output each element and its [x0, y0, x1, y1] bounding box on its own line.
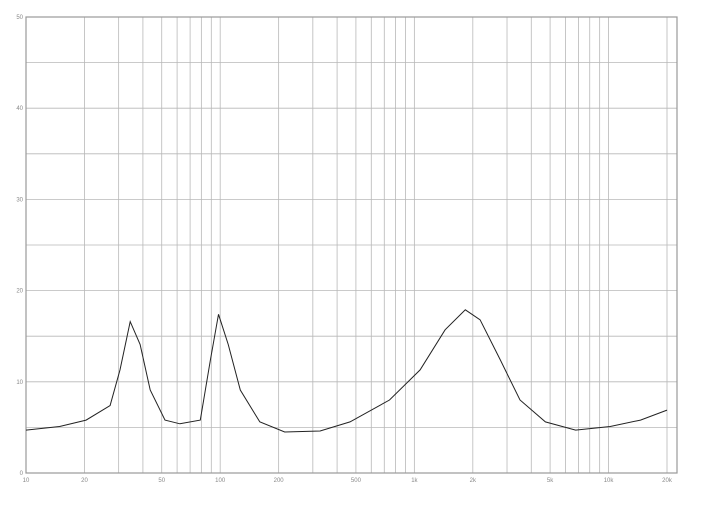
grid	[25, 16, 677, 474]
y-tick-label: 30	[16, 197, 23, 203]
y-axis: 0 10 20 30 40 50	[16, 15, 23, 477]
x-tick-label: 20	[81, 478, 88, 484]
x-tick-label: 50	[158, 478, 165, 484]
x-tick-label: 20k	[662, 478, 673, 484]
plot-frame	[25, 16, 678, 474]
x-tick-label: 100	[215, 478, 226, 484]
x-tick-label: 1k	[411, 478, 418, 484]
x-tick-label: 200	[274, 478, 285, 484]
x-tick-label: 5k	[547, 478, 554, 484]
y-tick-label: 40	[16, 106, 23, 112]
x-tick-label: 2k	[470, 478, 477, 484]
y-tick-label: 0	[20, 471, 24, 477]
x-tick-label: 10	[23, 478, 30, 484]
x-tick-label: 10k	[604, 478, 615, 484]
x-axis: 10 20 50 100 200 500 1k 2k 5k 10k 20k	[23, 478, 673, 484]
series-line	[25, 309, 668, 433]
y-tick-label: 50	[16, 15, 23, 21]
x-tick-label: 500	[351, 478, 362, 484]
y-tick-label: 20	[16, 289, 23, 295]
y-tick-label: 10	[16, 380, 23, 386]
